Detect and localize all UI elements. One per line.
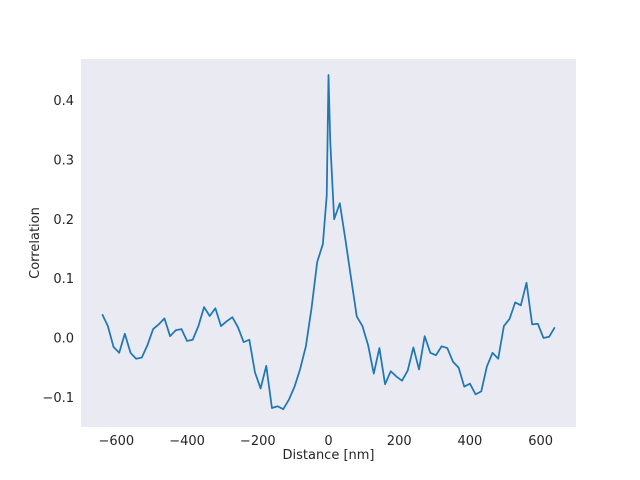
y-tick-label: 0.2 xyxy=(53,213,74,228)
x-tick-label: 400 xyxy=(458,434,483,449)
x-tick-label: 600 xyxy=(528,434,553,449)
y-tick-label: 0.1 xyxy=(53,272,74,287)
x-tick-label: −200 xyxy=(240,434,276,449)
x-tick-label: 0 xyxy=(324,434,332,449)
y-tick-label: 0.4 xyxy=(53,94,74,109)
y-tick-label: 0.0 xyxy=(53,331,74,346)
y-tick-label: 0.3 xyxy=(53,153,74,168)
y-axis-label: Correlation xyxy=(28,207,43,279)
y-tick-labels: −0.1 0.0 0.1 0.2 0.3 0.4 xyxy=(42,94,74,406)
x-tick-label: −600 xyxy=(98,434,134,449)
x-tick-labels: −600 −400 −200 0 200 400 600 xyxy=(98,434,553,449)
x-tick-label: −400 xyxy=(169,434,205,449)
correlation-line xyxy=(101,74,556,411)
x-axis-label: Distance [nm] xyxy=(282,448,374,463)
x-tick-label: 200 xyxy=(387,434,412,449)
y-tick-label: −0.1 xyxy=(42,391,74,406)
